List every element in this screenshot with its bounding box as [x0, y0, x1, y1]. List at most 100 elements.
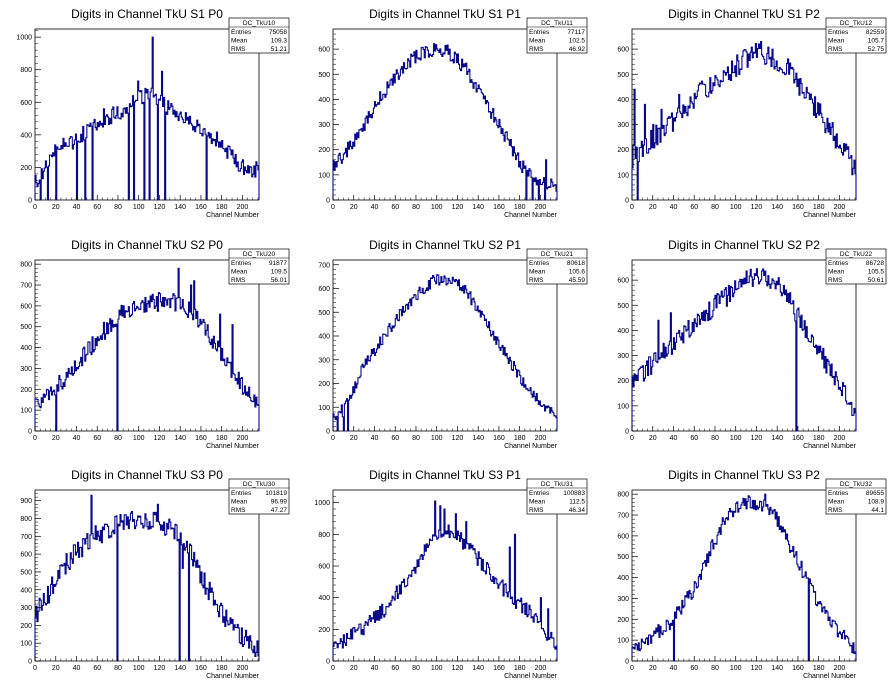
y-tick-label: 200	[318, 627, 330, 634]
x-tick-label: 0	[33, 665, 37, 672]
y-tick-label: 400	[617, 328, 629, 335]
x-tick-label: 80	[114, 665, 122, 672]
stats-value: 89655	[866, 490, 884, 497]
x-tick-label: 40	[73, 665, 81, 672]
plot-frame	[34, 489, 260, 662]
y-tick-label: 400	[617, 97, 629, 104]
plot-frame	[631, 259, 857, 432]
histogram-line	[34, 494, 260, 662]
stats-name: DC_TkU21	[541, 251, 574, 258]
y-tick-label: 700	[318, 262, 330, 269]
panel-title: Digits in Channel TkU S1 P0	[71, 7, 223, 21]
y-tick-label: 900	[20, 498, 32, 505]
x-axis-title: Channel Number	[504, 212, 558, 219]
y-tick-label: 800	[20, 516, 32, 523]
x-tick-label: 140	[472, 204, 484, 211]
x-axis-title: Channel Number	[803, 212, 857, 219]
x-tick-label: 120	[452, 665, 464, 672]
stats-label: RMS	[231, 507, 246, 514]
stats-value: 105.5	[868, 269, 885, 276]
stats-box	[228, 248, 290, 285]
stats-value: 112.5	[569, 499, 585, 506]
y-tick-label: 200	[617, 617, 629, 624]
x-tick-label: 40	[670, 665, 678, 672]
stats-label: Mean	[529, 269, 546, 276]
x-tick-label: 200	[237, 665, 249, 672]
x-tick-label: 20	[649, 665, 657, 672]
y-tick-label: 700	[617, 513, 629, 520]
x-tick-label: 160	[493, 435, 505, 442]
x-tick-label: 160	[792, 204, 804, 211]
histogram-line	[631, 41, 857, 201]
histogram-panel-3: Digits in Channel TkU S1 P2 0 20 40 60 80 100 1…	[617, 7, 887, 219]
x-tick-label: 120	[154, 665, 166, 672]
stats-label: Mean	[231, 38, 248, 45]
y-tick-label: 1000	[314, 500, 330, 507]
y-tick-label: 400	[318, 97, 330, 104]
y-tick-label: 300	[20, 366, 32, 373]
stats-name: DC_TkU11	[541, 20, 573, 27]
x-tick-label: 100	[431, 435, 443, 442]
x-axis-title: Channel Number	[504, 673, 558, 680]
stats-value: 80618	[567, 260, 585, 267]
x-tick-label: 200	[834, 665, 846, 672]
y-tick-label: 700	[20, 283, 32, 290]
y-tick-label: 300	[318, 122, 330, 129]
stats-value: 109.3	[271, 38, 288, 45]
y-tick-label: 500	[318, 310, 330, 317]
y-tick-label: 200	[318, 147, 330, 154]
x-tick-label: 100	[730, 435, 742, 442]
y-tick-label: 600	[318, 47, 330, 54]
y-tick-label: 0	[28, 659, 32, 666]
stats-name: DC_TkU10	[243, 20, 276, 27]
stats-value: 105.6	[569, 269, 586, 276]
x-tick-label: 40	[371, 435, 379, 442]
y-tick-label: 600	[20, 552, 32, 559]
x-axis-title: Channel Number	[803, 443, 857, 450]
stats-label: Entries	[529, 29, 550, 36]
stats-value: 91877	[269, 260, 287, 267]
x-tick-label: 140	[771, 435, 783, 442]
stats-label: Entries	[828, 260, 849, 267]
y-tick-label: 300	[617, 353, 629, 360]
x-tick-label: 100	[730, 204, 742, 211]
stats-value: 82559	[866, 29, 884, 36]
y-tick-label: 200	[20, 165, 32, 172]
x-tick-label: 100	[133, 204, 145, 211]
x-tick-label: 100	[133, 435, 145, 442]
x-tick-label: 100	[431, 204, 443, 211]
x-tick-label: 180	[216, 435, 228, 442]
y-tick-label: 0	[625, 198, 629, 205]
stats-box	[526, 248, 588, 285]
histogram-line	[332, 43, 558, 201]
x-tick-label: 160	[195, 435, 207, 442]
y-tick-label: 500	[617, 554, 629, 561]
plot-frame	[332, 489, 558, 662]
y-tick-label: 0	[28, 429, 32, 436]
x-tick-label: 20	[350, 435, 358, 442]
x-tick-label: 40	[371, 665, 379, 672]
x-tick-label: 20	[52, 204, 60, 211]
y-tick-label: 200	[20, 387, 32, 394]
y-tick-label: 400	[20, 587, 32, 594]
x-tick-label: 60	[391, 665, 399, 672]
x-tick-label: 180	[813, 665, 825, 672]
stats-value: 75058	[269, 29, 287, 36]
x-tick-label: 120	[452, 204, 464, 211]
y-tick-label: 600	[617, 278, 629, 285]
stats-label: RMS	[828, 277, 843, 284]
stats-name: DC_TkU12	[840, 20, 873, 27]
x-tick-label: 120	[154, 435, 166, 442]
x-tick-label: 0	[630, 665, 634, 672]
plot-frame	[34, 259, 260, 432]
stats-box	[526, 478, 588, 515]
y-tick-label: 0	[625, 429, 629, 436]
stats-box	[526, 17, 588, 54]
y-tick-label: 0	[625, 659, 629, 666]
x-tick-label: 0	[33, 204, 37, 211]
stats-box	[228, 478, 290, 515]
panel-title: Digits in Channel TkU S2 P1	[369, 238, 521, 252]
x-tick-label: 160	[493, 665, 505, 672]
x-tick-label: 200	[834, 204, 846, 211]
stats-name: DC_TkU30	[243, 481, 276, 488]
